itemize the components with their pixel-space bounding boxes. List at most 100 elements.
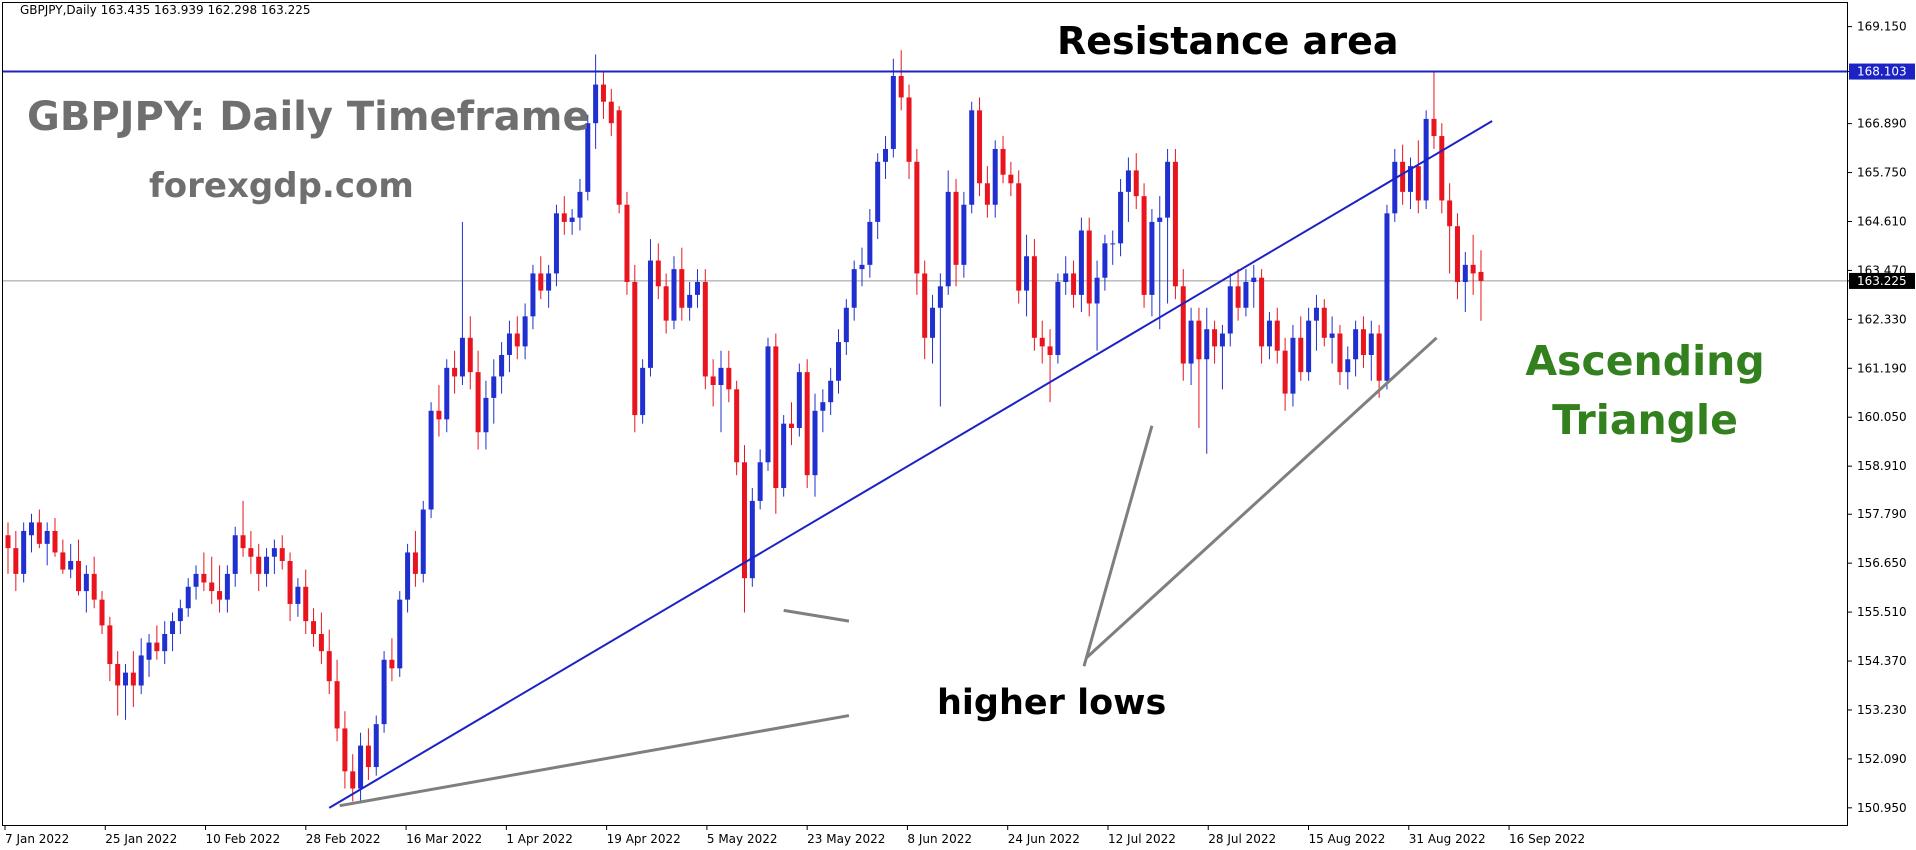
candle-body	[1172, 161, 1178, 287]
candle-body	[922, 273, 928, 338]
candle	[5, 522, 11, 574]
date-tick-label: 24 Jun 2022	[1008, 832, 1080, 846]
candle	[1368, 320, 1374, 381]
candle-body	[741, 462, 747, 579]
candle	[867, 209, 873, 278]
candle	[162, 621, 168, 665]
candle-body	[1259, 277, 1265, 347]
candle	[1407, 157, 1413, 210]
price-tick-label: 155.510	[1857, 605, 1907, 619]
candle-body	[961, 204, 967, 265]
candle-body	[1157, 217, 1163, 222]
candle	[1071, 260, 1077, 308]
candle-body	[898, 75, 904, 98]
candle	[1329, 316, 1335, 364]
candle	[287, 552, 293, 622]
candle-body	[1165, 161, 1171, 218]
candle-body	[29, 522, 35, 536]
candle-body	[945, 191, 951, 287]
candle	[538, 256, 544, 300]
candle	[796, 363, 802, 437]
ascending-trendline	[328, 120, 1493, 809]
candle	[937, 273, 943, 407]
candle-body	[1227, 286, 1233, 334]
date-tick-label: 10 Feb 2022	[206, 832, 281, 846]
price-tick-label: 162.330	[1857, 312, 1907, 326]
candle	[146, 633, 152, 677]
candle-body	[530, 273, 536, 317]
higher-low-pointer-line	[339, 714, 850, 808]
candle-body	[585, 123, 591, 192]
candle-body	[1031, 256, 1037, 338]
candle	[193, 565, 199, 600]
candle	[1172, 148, 1178, 300]
candle-body	[1415, 166, 1421, 201]
candle	[530, 264, 536, 330]
candle-body	[499, 354, 505, 377]
candle-body	[937, 286, 943, 308]
candle	[381, 651, 387, 733]
candle	[412, 530, 418, 587]
price-tick-label: 150.950	[1857, 801, 1907, 815]
candle-body	[1439, 136, 1445, 201]
date-tick-label: 31 Aug 2022	[1409, 832, 1486, 846]
candle	[1392, 148, 1398, 222]
candle	[781, 415, 787, 497]
candle-body	[859, 264, 865, 270]
candle	[240, 500, 246, 557]
higher-low-pointer-line	[1085, 336, 1438, 659]
candle-body	[1094, 277, 1100, 304]
candle	[898, 50, 904, 111]
candle-body	[992, 148, 998, 205]
candle	[334, 659, 340, 742]
candle	[1274, 307, 1280, 364]
candle	[232, 526, 238, 587]
candle-body	[608, 101, 614, 124]
date-tick-label: 15 Aug 2022	[1309, 832, 1386, 846]
candle	[1337, 324, 1343, 386]
candle	[1439, 123, 1445, 214]
candle	[1219, 324, 1225, 390]
candle-body	[577, 191, 583, 218]
candle	[365, 728, 371, 780]
candle	[561, 196, 567, 235]
candle-body	[726, 367, 732, 390]
candle-body	[1384, 213, 1390, 381]
candle-body	[969, 110, 975, 205]
candle	[922, 260, 928, 360]
candle-body	[1313, 307, 1319, 321]
candle-body	[5, 535, 11, 549]
candle	[890, 58, 896, 158]
candle-body	[1306, 320, 1312, 373]
candle-body	[201, 573, 207, 583]
candle	[1063, 256, 1069, 295]
date-tick-label: 16 Mar 2022	[406, 832, 482, 846]
candle	[256, 543, 262, 592]
candle	[107, 616, 113, 682]
candle-body	[1008, 174, 1014, 184]
candle	[1039, 320, 1045, 364]
candle-body	[1180, 286, 1186, 364]
candle-body	[60, 552, 66, 570]
date-tick-label: 1 Apr 2022	[506, 832, 573, 846]
candle	[1235, 269, 1241, 321]
candle-body	[1407, 166, 1413, 192]
candle	[1165, 148, 1171, 304]
date-tick-label: 12 Jul 2022	[1108, 832, 1176, 846]
website-annotation: forexgdp.com	[149, 166, 414, 206]
candle	[1125, 157, 1131, 222]
candle-body	[1219, 333, 1225, 347]
candle-body	[405, 552, 411, 600]
candle-body	[851, 269, 857, 308]
resistance-price-box	[1849, 63, 1915, 80]
candle	[209, 556, 215, 604]
candle-body	[632, 282, 638, 416]
candle	[224, 565, 230, 613]
candle	[1149, 209, 1155, 317]
candle-body	[491, 376, 497, 398]
candle	[154, 625, 160, 660]
candle	[757, 449, 763, 510]
candle	[726, 350, 732, 403]
candle-body	[389, 659, 395, 669]
candle	[130, 651, 136, 707]
